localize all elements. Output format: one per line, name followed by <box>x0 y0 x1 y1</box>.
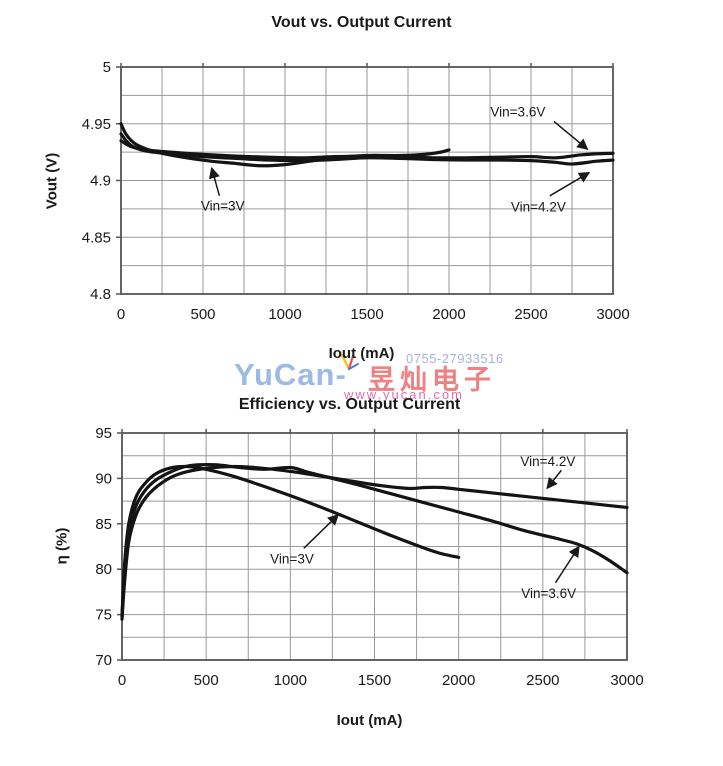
svg-text:Vin=3V: Vin=3V <box>270 551 314 566</box>
tick-labels: 0 500 1000 1500 2000 2500 3000 4.8 4.85 4.9 4.95 5 <box>82 59 630 323</box>
svg-text:0: 0 <box>117 306 125 323</box>
svg-text:Vin=3.6V: Vin=3.6V <box>521 586 576 601</box>
svg-text:4.8: 4.8 <box>90 286 111 303</box>
svg-text:0: 0 <box>118 672 126 689</box>
svg-text:85: 85 <box>95 516 112 533</box>
series-Vin=4.2V <box>119 132 615 166</box>
watermark-phone: 0755-27933516 <box>406 351 504 366</box>
gridlines <box>121 67 613 294</box>
svg-text:2000: 2000 <box>442 672 475 689</box>
chart-0: 0 500 1000 1500 2000 2500 3000 4.8 4.85 4.9 4.95 5 V… <box>82 59 630 323</box>
tick-marks <box>116 63 614 295</box>
series-Vin=3V <box>119 122 451 168</box>
series-Vin=4.2V <box>120 464 629 621</box>
svg-text:Vin=3.6V: Vin=3.6V <box>490 104 545 119</box>
series-Vin=3.6V <box>119 139 615 160</box>
annotation-Vin=3V: Vin=3V <box>201 166 245 213</box>
svg-text:2500: 2500 <box>526 672 559 689</box>
svg-text:2000: 2000 <box>432 306 465 323</box>
series-Vin=3V <box>120 464 461 619</box>
svg-text:4.9: 4.9 <box>90 173 111 190</box>
svg-text:80: 80 <box>95 561 112 578</box>
annotation-Vin=3V: Vin=3V <box>270 513 340 566</box>
svg-text:95: 95 <box>95 425 112 442</box>
annotation-Vin=4.2V: Vin=4.2V <box>520 454 575 490</box>
svg-text:Vin=4.2V: Vin=4.2V <box>520 454 575 469</box>
annotation-Vin=3.6V: Vin=3.6V <box>490 104 589 151</box>
svg-text:500: 500 <box>190 306 215 323</box>
efficiency-y-axis-label: η (%) <box>53 527 71 565</box>
svg-text:3000: 3000 <box>596 306 629 323</box>
svg-text:4.95: 4.95 <box>82 116 111 133</box>
chart-title-vout: Vout vs. Output Current <box>271 14 452 31</box>
watermark-url: www.yucan.com <box>344 387 464 402</box>
svg-text:1000: 1000 <box>274 672 307 689</box>
svg-text:500: 500 <box>194 672 219 689</box>
svg-text:90: 90 <box>95 470 112 487</box>
svg-text:Vin=3V: Vin=3V <box>201 198 245 213</box>
svg-text:75: 75 <box>95 607 112 624</box>
tick-marks <box>117 429 628 661</box>
svg-text:2500: 2500 <box>514 306 547 323</box>
efficiency-x-axis-label: Iout (mA) <box>336 712 403 729</box>
svg-text:1500: 1500 <box>350 306 383 323</box>
sparkle-icon <box>340 353 359 371</box>
svg-text:5: 5 <box>103 59 111 76</box>
svg-text:1000: 1000 <box>268 306 301 323</box>
svg-text:4.85: 4.85 <box>82 229 111 246</box>
chart-1: 0 500 1000 1500 2000 2500 3000 70 75 80 85 90 95 Vin=… <box>95 425 643 689</box>
series-Vin=3.6V <box>120 463 629 619</box>
svg-text:1500: 1500 <box>358 672 391 689</box>
vout-y-axis-label: Vout (V) <box>43 152 61 210</box>
vout-x-axis-label: Iout (mA) <box>328 345 395 362</box>
chart-title-efficiency: Efficiency vs. Output Current <box>238 396 461 413</box>
tick-labels: 0 500 1000 1500 2000 2500 3000 70 75 80 85 90 95 <box>95 425 643 689</box>
annotation-Vin=3.6V: Vin=3.6V <box>521 545 580 601</box>
svg-text:Vin=4.2V: Vin=4.2V <box>511 200 566 215</box>
svg-text:3000: 3000 <box>610 672 643 689</box>
annotation-Vin=4.2V: Vin=4.2V <box>511 171 591 215</box>
svg-text:70: 70 <box>95 652 112 669</box>
watermark-brand: YuCan- <box>234 357 347 392</box>
watermark-brand-cn: 昱灿电子 <box>368 365 496 395</box>
